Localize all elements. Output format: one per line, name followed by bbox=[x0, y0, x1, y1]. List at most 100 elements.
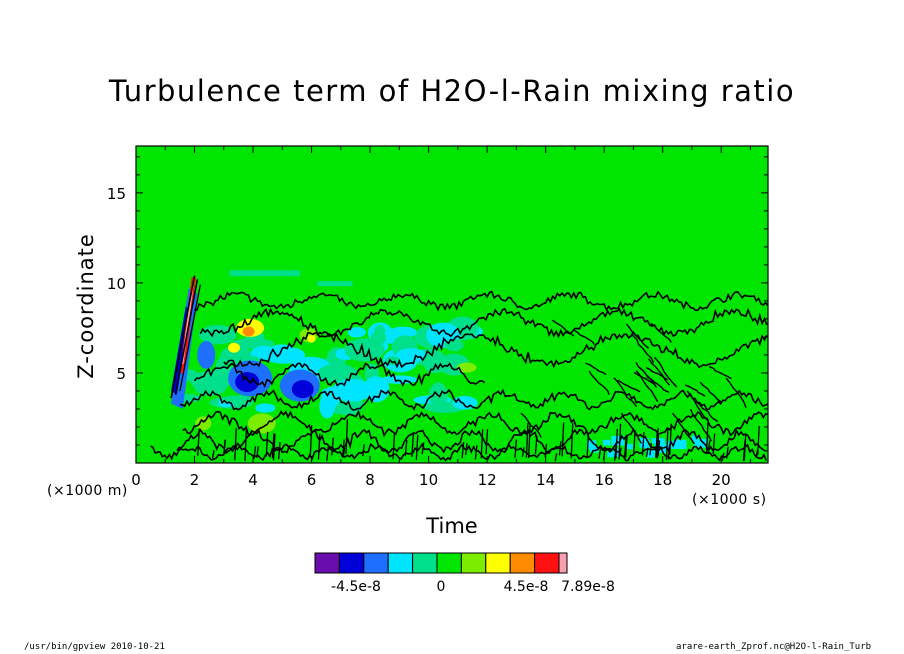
contour-segment bbox=[671, 412, 696, 445]
cell-positive-patch-core bbox=[242, 326, 255, 337]
contour-segment bbox=[617, 379, 641, 393]
contour-streak bbox=[272, 433, 276, 461]
cell-surface bbox=[640, 440, 650, 449]
contour-segment bbox=[699, 381, 723, 404]
cell-surface bbox=[657, 438, 665, 448]
plot-frame bbox=[135, 145, 769, 464]
cell-positive-patch bbox=[228, 342, 241, 353]
cell-mottle bbox=[190, 370, 231, 392]
contour-streak bbox=[641, 432, 645, 456]
heatmap-layer bbox=[150, 270, 768, 462]
contour-streak bbox=[474, 445, 478, 460]
contour-streak bbox=[271, 439, 275, 459]
contour-streak bbox=[656, 427, 659, 455]
contour-streak bbox=[645, 447, 649, 458]
contour-lower bbox=[150, 442, 767, 462]
contour-segment bbox=[653, 356, 678, 388]
contour-streak bbox=[669, 423, 672, 455]
contour-streak bbox=[415, 434, 419, 461]
contour-streak bbox=[404, 439, 408, 456]
contour-streak bbox=[618, 423, 622, 460]
cell-surface bbox=[607, 451, 614, 458]
contour-segment bbox=[573, 329, 595, 345]
contour-segment bbox=[686, 390, 709, 422]
x-unit-label: (×1000 s) bbox=[692, 492, 767, 508]
colorbar-swatch bbox=[460, 552, 487, 574]
contour-segment bbox=[626, 323, 650, 349]
contour-streak bbox=[561, 422, 565, 457]
contour bbox=[193, 362, 486, 388]
cell-positive-patch bbox=[456, 362, 477, 373]
cell-top-strip bbox=[229, 270, 300, 277]
x-tick-label: 14 bbox=[536, 471, 555, 489]
y-tick-label: 5 bbox=[116, 365, 126, 383]
contour-segment bbox=[650, 322, 672, 343]
colorbar-swatch bbox=[314, 552, 340, 574]
contour-segment bbox=[631, 334, 655, 364]
cell-surface bbox=[586, 440, 597, 450]
colorbar-swatch bbox=[387, 552, 414, 574]
x-tick-label: 10 bbox=[419, 471, 438, 489]
colorbar-swatch bbox=[363, 552, 389, 574]
contour-band bbox=[170, 275, 196, 399]
contour-streak bbox=[244, 427, 248, 462]
cell-mottle bbox=[444, 339, 464, 352]
contour-segment bbox=[552, 319, 575, 337]
contour-streak bbox=[317, 433, 321, 460]
contour-streak bbox=[667, 444, 671, 460]
cell-negative-patch-core bbox=[291, 380, 314, 399]
x-tick-label: 4 bbox=[248, 471, 258, 489]
cell-surface bbox=[590, 446, 599, 453]
contour bbox=[223, 330, 768, 369]
cell-mottle bbox=[370, 331, 387, 345]
contour-segment bbox=[689, 408, 712, 442]
contour-streak bbox=[331, 437, 334, 456]
colorbar-tick-label: 0 bbox=[437, 579, 446, 595]
contour-streak bbox=[411, 432, 415, 457]
contour-segment bbox=[695, 401, 719, 423]
contour-streak bbox=[705, 420, 709, 455]
cell-surface bbox=[611, 435, 625, 446]
x-tick-label: 8 bbox=[365, 471, 375, 489]
contour-streak bbox=[345, 419, 349, 455]
cell-positive-patch bbox=[247, 413, 276, 434]
colorbar-swatch bbox=[338, 552, 365, 574]
contour-segment bbox=[588, 370, 610, 395]
contour-streak bbox=[527, 423, 531, 459]
contour-streak bbox=[461, 441, 465, 459]
contour-streak bbox=[757, 426, 760, 455]
contour-segment bbox=[520, 412, 542, 438]
contour-streak bbox=[624, 436, 627, 458]
cell-mottle bbox=[332, 378, 373, 402]
contour-streak bbox=[256, 446, 259, 459]
contour-streak bbox=[514, 439, 518, 459]
cell-mottle bbox=[255, 403, 276, 413]
contour-streak bbox=[223, 439, 226, 455]
contour-streak bbox=[613, 445, 617, 462]
cell-positive-patch-core bbox=[307, 334, 316, 343]
chart-title: Turbulence term of H2O-l-Rain mixing rat… bbox=[108, 74, 796, 108]
cell-mottle bbox=[221, 395, 254, 404]
contour-streak bbox=[665, 428, 669, 461]
cell-negative-patch bbox=[197, 340, 216, 369]
x-tick-label: 2 bbox=[190, 471, 200, 489]
contour-streak bbox=[624, 435, 628, 458]
contour-streak bbox=[586, 432, 590, 459]
contour-segment bbox=[648, 358, 671, 386]
footer-left: /usr/bin/gpview 2010-10-21 bbox=[24, 642, 165, 652]
colorbar-swatch bbox=[534, 552, 560, 574]
contour-segment bbox=[725, 377, 747, 408]
contour-streak bbox=[342, 439, 345, 456]
contour-streak bbox=[615, 428, 618, 459]
cell-positive-patch bbox=[195, 416, 212, 431]
cell-surface bbox=[691, 435, 699, 441]
contour-streak bbox=[234, 427, 237, 461]
y-unit-label: (×1000 m) bbox=[47, 483, 128, 499]
x-tick-label: 18 bbox=[653, 471, 672, 489]
contour-segment bbox=[620, 412, 642, 444]
contour-streak bbox=[707, 440, 711, 455]
contour-streak bbox=[485, 429, 489, 455]
contour-streak bbox=[342, 447, 346, 458]
colorbar-swatch bbox=[509, 552, 536, 574]
